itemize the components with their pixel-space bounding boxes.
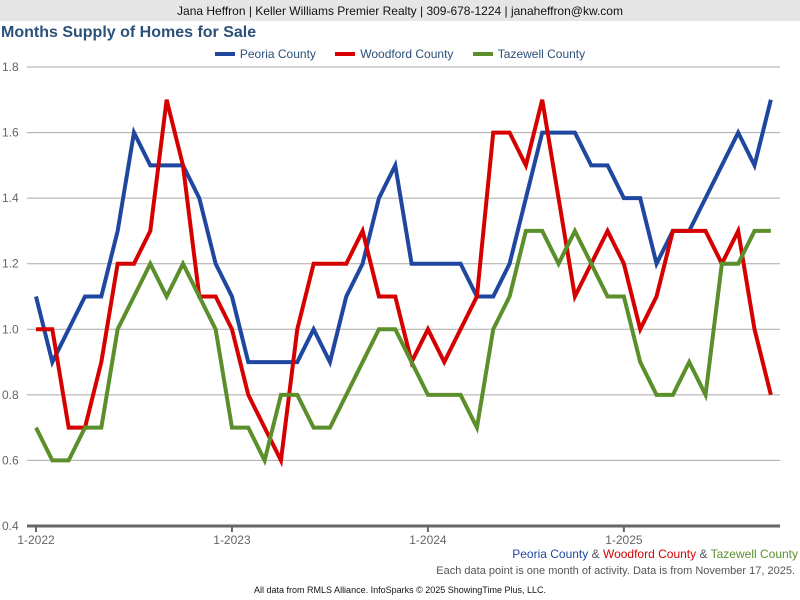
legend-swatch	[335, 52, 356, 56]
y-tick-label: 0.4	[2, 519, 19, 533]
x-tick-label: 1-2022	[17, 533, 55, 547]
county-caption: Peoria County & Woodford County & Tazewe…	[512, 547, 798, 561]
legend: Peoria County Woodford County Tazewell C…	[0, 45, 800, 61]
legend-swatch	[214, 52, 235, 56]
caption-woodford: Woodford County	[602, 547, 697, 561]
caption-tazewell: Tazewell County	[710, 547, 798, 561]
legend-item-woodford[interactable]: Woodford County	[335, 47, 453, 61]
y-tick-label: 0.6	[2, 453, 19, 467]
x-tick-label: 1-2025	[605, 533, 643, 547]
legend-label: Woodford County	[360, 47, 454, 61]
x-tick-label: 1-2023	[213, 533, 251, 547]
legend-swatch	[472, 52, 493, 56]
data-note: Each data point is one month of activity…	[436, 565, 795, 577]
chart-plot: 0.4 0.6 0.8 1.0 1.2 1.4 1.6 1.8 1-2022 1-2023 1-20…	[2, 60, 780, 547]
y-tick-label: 1.8	[2, 60, 19, 74]
credit-footer: All data from RMLS Alliance. InfoSparks …	[254, 585, 546, 595]
y-tick-label: 0.8	[2, 388, 19, 402]
y-tick-label: 1.2	[2, 257, 19, 271]
agent-contact-header: Jana Heffron | Keller Williams Premier R…	[0, 0, 800, 21]
y-tick-label: 1.0	[2, 322, 19, 336]
legend-item-peoria[interactable]: Peoria County	[214, 47, 316, 61]
series-line-tazewell-county	[34, 226, 771, 467]
legend-item-tazewell[interactable]: Tazewell County	[472, 47, 586, 61]
x-tick-label: 1-2024	[409, 533, 447, 547]
legend-label: Peoria County	[239, 47, 316, 61]
y-tick-label: 1.6	[2, 126, 19, 140]
caption-peoria: Peoria County	[512, 547, 589, 561]
y-tick-label: 1.4	[2, 191, 19, 205]
series-line-woodford-county	[36, 99, 773, 468]
amp: &	[699, 547, 708, 561]
legend-label: Tazewell County	[497, 47, 586, 61]
chart-title: Months Supply of Homes for Sale	[1, 24, 257, 41]
amp: &	[591, 547, 600, 561]
